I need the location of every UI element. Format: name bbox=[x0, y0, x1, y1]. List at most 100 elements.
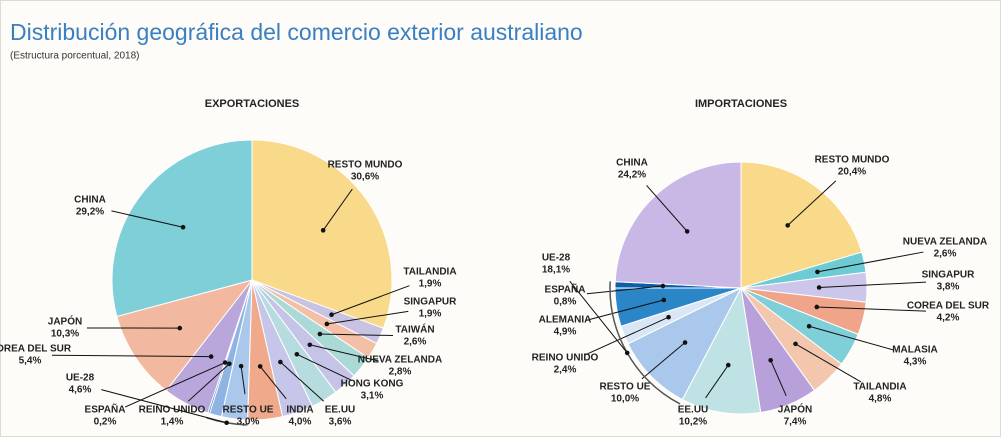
leader-line bbox=[705, 364, 729, 399]
leader-line bbox=[259, 366, 287, 400]
slice-value-label: 4,8% bbox=[869, 394, 892, 405]
leader-line bbox=[187, 363, 230, 402]
leader-line bbox=[770, 360, 787, 397]
slice-label: UE-28 bbox=[542, 253, 571, 264]
slice-label: NUEVA ZELANDA bbox=[358, 355, 442, 366]
slice-value-label: 4,6% bbox=[69, 385, 92, 396]
leader-dot bbox=[725, 362, 731, 368]
leader-line bbox=[309, 344, 379, 362]
leader-dot bbox=[208, 354, 214, 359]
slice-label: ESPAÑA bbox=[545, 283, 586, 296]
slice-value-label: 10,0% bbox=[611, 394, 639, 405]
slice-value-label: 7,4% bbox=[784, 417, 807, 428]
leader-line bbox=[240, 366, 246, 395]
leader-line bbox=[586, 299, 664, 321]
pie-slice bbox=[614, 161, 742, 289]
slice-label: ALEMANIA bbox=[539, 315, 592, 326]
slice-value-label: 3,6% bbox=[329, 417, 352, 428]
slice-label: TAILANDIA bbox=[853, 382, 906, 393]
leader-line bbox=[280, 361, 325, 402]
slice-value-label: 5,4% bbox=[19, 356, 42, 367]
leader-line bbox=[569, 280, 628, 354]
slice-value-label: 4,3% bbox=[904, 357, 927, 368]
slice-value-label: 30,6% bbox=[351, 172, 379, 183]
leader-dot bbox=[768, 357, 773, 363]
slice-label: ESPAÑA bbox=[85, 403, 126, 416]
pie-slice bbox=[251, 139, 393, 329]
leader-dot bbox=[294, 351, 300, 357]
slice-label: JAPÓN bbox=[778, 403, 812, 416]
leader-dot bbox=[624, 350, 630, 356]
leader-line bbox=[296, 353, 353, 382]
leader-line bbox=[319, 333, 394, 337]
leader-dot bbox=[806, 323, 812, 329]
slice-value-label: 4,0% bbox=[289, 417, 312, 428]
slice-label: CHINA bbox=[74, 195, 106, 206]
slice-value-label: 2,6% bbox=[934, 249, 957, 260]
slice-value-label: 10,3% bbox=[51, 329, 79, 340]
leader-dot bbox=[661, 297, 667, 303]
slice-label: RESTO MUNDO bbox=[328, 160, 403, 171]
leader-line bbox=[808, 325, 894, 351]
leader-dot bbox=[320, 228, 326, 233]
slice-value-label: 1,9% bbox=[419, 279, 442, 290]
slice-value-label: 29,2% bbox=[76, 207, 104, 218]
slice-label: JAPÓN bbox=[48, 315, 82, 328]
leader-dot bbox=[227, 361, 232, 367]
slice-label: TAILANDIA bbox=[403, 267, 456, 278]
slice-value-label: 4,2% bbox=[937, 313, 960, 324]
pie-slice bbox=[740, 161, 863, 289]
leader-line bbox=[331, 285, 410, 316]
slice-value-label: 24,2% bbox=[618, 170, 646, 181]
leader-line bbox=[111, 210, 184, 228]
leader-line bbox=[819, 281, 927, 289]
slice-label: RESTO MUNDO bbox=[815, 155, 890, 166]
leader-dot bbox=[682, 340, 688, 345]
slice-value-label: 2,6% bbox=[404, 337, 427, 348]
leader-line bbox=[101, 389, 227, 424]
slice-value-label: 2,4% bbox=[554, 365, 577, 376]
leader-dot bbox=[785, 223, 791, 228]
leader-dot bbox=[180, 224, 186, 230]
pie-title: IMPORTACIONES bbox=[695, 98, 787, 110]
leader-dot bbox=[177, 325, 183, 331]
slice-label: MALASIA bbox=[892, 345, 938, 356]
leader-dot bbox=[816, 285, 822, 290]
slice-label: HONG KONG bbox=[341, 379, 404, 390]
leader-line bbox=[816, 306, 927, 312]
leader-dot bbox=[329, 312, 334, 318]
leader-dot bbox=[278, 359, 283, 365]
slice-value-label: 20,4% bbox=[838, 167, 866, 178]
slice-value-label: 3,1% bbox=[361, 391, 384, 402]
leader-dot bbox=[793, 341, 798, 347]
leader-line bbox=[787, 180, 837, 226]
slice-value-label: 1,9% bbox=[419, 309, 442, 320]
leader-line bbox=[646, 185, 688, 232]
leader-line bbox=[584, 316, 669, 356]
slice-value-label: 3,8% bbox=[937, 282, 960, 293]
slice-label: CHINA bbox=[616, 158, 648, 169]
leader-dot bbox=[238, 363, 244, 369]
leader-dot bbox=[307, 342, 313, 348]
leader-dot bbox=[317, 331, 323, 337]
leader-dot bbox=[324, 321, 330, 327]
slice-value-label: 1,4% bbox=[161, 417, 184, 428]
slice-label: INDIA bbox=[286, 405, 313, 416]
slice-label: SINGAPUR bbox=[922, 270, 976, 281]
slice-label: TAIWÁN bbox=[395, 323, 434, 336]
leader-line bbox=[322, 188, 353, 231]
leader-dot bbox=[222, 360, 228, 365]
leader-line bbox=[51, 354, 212, 358]
slice-label: RESTO UE bbox=[600, 382, 651, 393]
slice-value-label: 2,8% bbox=[389, 367, 412, 378]
slice-value-label: 18,1% bbox=[542, 265, 570, 276]
slice-label: EE.UU bbox=[325, 405, 356, 416]
leader-dot bbox=[666, 314, 671, 320]
leader-dot bbox=[815, 269, 820, 275]
leader-dot bbox=[814, 304, 820, 310]
slice-label: REINO UNIDO bbox=[532, 353, 599, 364]
slice-label: COREA DEL SUR bbox=[907, 301, 990, 312]
leader-dot bbox=[224, 420, 229, 426]
pie-title: EXPORTACIONES bbox=[205, 98, 300, 110]
slice-value-label: 0,2% bbox=[94, 417, 117, 428]
